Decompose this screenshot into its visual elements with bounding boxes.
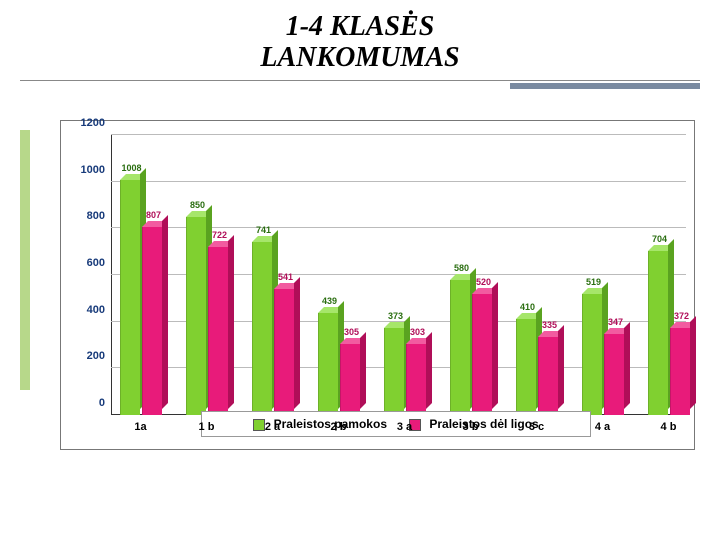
y-tick-label: 600: [87, 257, 105, 269]
bar-value-label: 741: [249, 225, 279, 235]
bar: 410: [516, 319, 536, 415]
bar-value-label: 807: [139, 210, 169, 220]
bar: 520: [472, 294, 492, 415]
x-tick-label: 4 a: [595, 421, 610, 433]
x-tick-label: 3 c: [529, 421, 544, 433]
bar: 541: [274, 289, 294, 415]
bar-value-label: 303: [403, 327, 433, 337]
y-tick-label: 0: [99, 397, 105, 409]
y-tick-label: 200: [87, 350, 105, 362]
x-tick-label: 2 b: [331, 421, 347, 433]
bar-value-label: 519: [579, 277, 609, 287]
bar-value-label: 850: [183, 200, 213, 210]
bar-value-label: 704: [645, 234, 675, 244]
bar-value-label: 347: [601, 317, 631, 327]
bar: 347: [604, 334, 624, 415]
bar: 303: [406, 344, 426, 415]
x-tick-label: 1 b: [199, 421, 215, 433]
bar: 305: [340, 344, 360, 415]
chart: 0200400600800100012001008807850722741541…: [60, 120, 695, 450]
y-tick-label: 1200: [81, 117, 105, 129]
y-tick-label: 800: [87, 210, 105, 222]
bar: 807: [142, 227, 162, 415]
bar: 335: [538, 337, 558, 415]
bar-value-label: 580: [447, 263, 477, 273]
bar-value-label: 722: [205, 230, 235, 240]
bar: 1008: [120, 180, 140, 415]
bar-value-label: 439: [315, 296, 345, 306]
bar: 373: [384, 328, 404, 415]
x-tick-label: 3 b: [463, 421, 479, 433]
bar: 722: [208, 247, 228, 415]
bar-value-label: 335: [535, 320, 565, 330]
plot-area: 0200400600800100012001008807850722741541…: [111, 135, 686, 415]
bar-value-label: 520: [469, 277, 499, 287]
bar: 439: [318, 313, 338, 415]
x-tick-label: 3 a: [397, 421, 412, 433]
legend-label-1: Praleistos dėl ligos: [429, 417, 538, 431]
side-accent: [20, 130, 30, 390]
x-tick-label: 4 b: [661, 421, 677, 433]
title-rule: [0, 80, 720, 94]
bar-value-label: 372: [667, 311, 697, 321]
title-line-1: 1-4 KLASĖS: [0, 12, 720, 43]
bar-value-label: 541: [271, 272, 301, 282]
bar-value-label: 1008: [117, 163, 147, 173]
bar-value-label: 305: [337, 327, 367, 337]
y-tick-label: 1000: [81, 164, 105, 176]
legend-swatch-0: [253, 419, 265, 431]
title-line-2: LANKOMUMAS: [0, 43, 720, 74]
x-tick-label: 2 a: [265, 421, 280, 433]
bar: 704: [648, 251, 668, 415]
bar: 580: [450, 280, 470, 415]
bar: 519: [582, 294, 602, 415]
bar-value-label: 410: [513, 302, 543, 312]
x-tick-label: 1a: [134, 421, 146, 433]
bar-value-label: 373: [381, 311, 411, 321]
bar: 850: [186, 217, 206, 415]
y-tick-label: 400: [87, 304, 105, 316]
bar: 372: [670, 328, 690, 415]
bar: 741: [252, 242, 272, 415]
